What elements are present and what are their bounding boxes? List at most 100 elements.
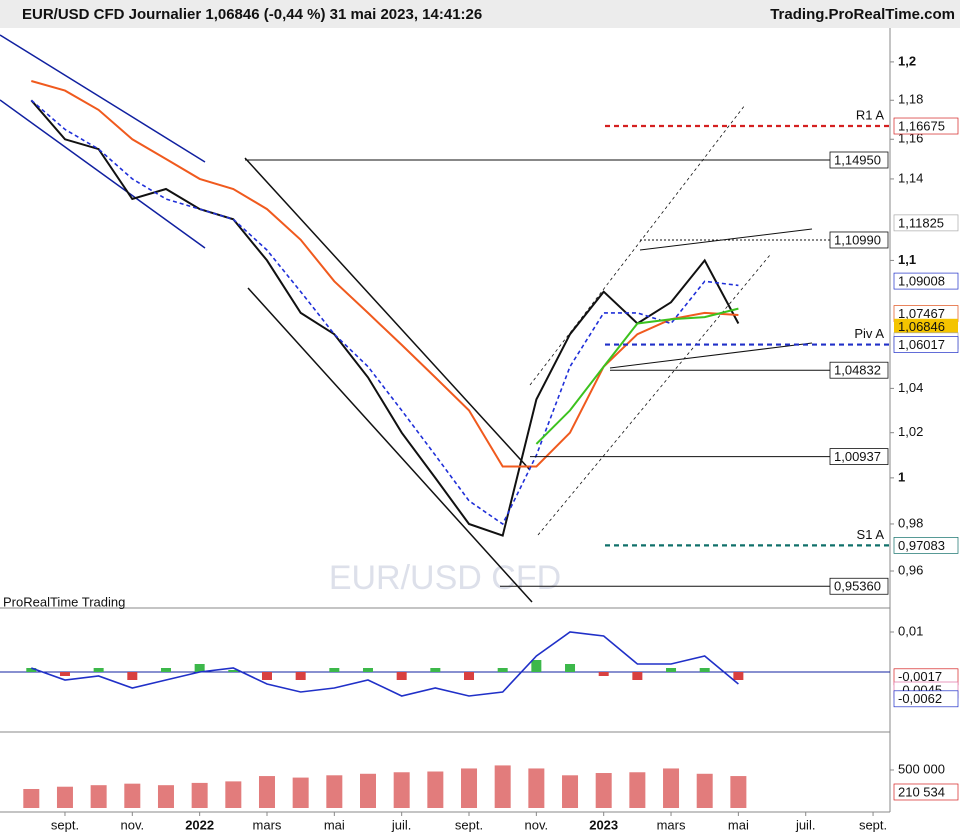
value-label: -0,0062 (898, 691, 942, 706)
price-line (31, 80, 739, 468)
value-label: 1,00937 (834, 449, 881, 464)
value-label-box (829, 448, 889, 465)
histogram-bar (261, 672, 272, 680)
x-tick-label: sept. (455, 817, 483, 832)
volume-bar (528, 768, 545, 808)
value-label-box (893, 272, 959, 290)
value-label-box (894, 318, 958, 335)
y-tick-label: 1,2 (898, 53, 916, 68)
y-tick-label: 1,04 (898, 380, 923, 395)
histogram-bar (733, 672, 744, 680)
x-tick-label: mars (657, 817, 686, 832)
volume-bar (427, 771, 444, 808)
x-tick-label: nov. (121, 817, 145, 832)
histogram-bar (329, 668, 340, 672)
volume-bar (124, 783, 141, 808)
x-tick-label: 2023 (589, 817, 618, 832)
value-label-box (893, 214, 959, 232)
y-tick-label: 1,16 (898, 131, 923, 146)
value-label-box (829, 577, 889, 595)
header-title: EUR/USD CFD Journalier 1,06846 (-0,44 %)… (22, 6, 482, 23)
histogram-bar (93, 668, 104, 672)
y-tick-label: 1 (898, 469, 905, 484)
x-tick-label: nov. (525, 817, 549, 832)
histogram-bar (59, 672, 70, 676)
value-label: 210 534 (898, 784, 945, 799)
panel-title: ProRealTime Trading (3, 594, 125, 609)
volume-bar (191, 782, 208, 808)
x-tick-label: juil. (391, 817, 412, 832)
value-label-box (829, 361, 889, 379)
x-tick-label: mai (728, 817, 749, 832)
histogram-bar (430, 668, 441, 672)
y-tick-label: 0,96 (898, 562, 923, 577)
y-tick-label: 1,14 (898, 170, 923, 185)
x-tick-label: sept. (859, 817, 887, 832)
value-label-box (893, 783, 959, 801)
histogram-bar (666, 668, 677, 672)
trend-lines (0, 34, 813, 603)
macd-line (31, 631, 739, 697)
volume-bar (157, 785, 174, 808)
header-bar (0, 0, 960, 28)
histogram-bar (160, 668, 171, 672)
y-tick-label: 1,1 (898, 252, 916, 267)
histogram-bar (363, 668, 373, 672)
value-label: 1,04832 (834, 363, 881, 378)
level-tag: Piv A (854, 326, 884, 341)
histogram-bar (127, 672, 138, 680)
x-tick-label: mai (324, 817, 345, 832)
histogram-bar (497, 668, 508, 672)
y-tick-label: 500 000 (898, 761, 945, 776)
value-label: 1,07467 (898, 306, 945, 321)
header-site: Trading.ProRealTime.com (770, 6, 955, 23)
value-label: 0,97083 (898, 538, 945, 553)
value-label: 1,16675 (898, 118, 945, 133)
histogram-bar (464, 672, 475, 680)
value-label: 1,14950 (834, 152, 881, 167)
value-label-box (829, 151, 889, 169)
volume-bar (23, 788, 40, 808)
y-tick-label: 1,02 (898, 424, 923, 439)
y-tick-label: 0,01 (898, 623, 923, 638)
value-label-box (893, 690, 959, 708)
volume-bar (225, 781, 242, 808)
value-label-box (893, 336, 959, 353)
value-label-box (829, 231, 889, 249)
volume-bar (258, 776, 275, 808)
volume-bar (90, 785, 107, 808)
volume-bar (393, 772, 410, 808)
volume-bar (562, 775, 579, 808)
histogram-bar (632, 672, 643, 680)
value-label: 1,06017 (898, 337, 945, 352)
x-tick-label: 2022 (185, 817, 214, 832)
value-label-box (893, 117, 959, 135)
price-line (535, 307, 739, 445)
y-tick-label: 1,18 (898, 92, 923, 107)
x-tick-label: mars (253, 817, 282, 832)
histogram-bar (228, 670, 239, 672)
volume-bar (696, 773, 713, 808)
x-tick-label: sept. (51, 817, 79, 832)
volume-bar (461, 768, 478, 808)
histogram-bar (699, 668, 710, 672)
value-label: 1,10990 (834, 232, 881, 247)
volume-bar (595, 773, 612, 808)
level-tag: R1 A (856, 107, 885, 122)
volume-bar (56, 786, 73, 808)
value-label: -0,0017 (898, 669, 942, 684)
volume-bar (292, 777, 309, 808)
histogram-bar (194, 664, 205, 672)
volume-bar (629, 772, 646, 808)
price-line (30, 99, 739, 526)
volume-bar (730, 776, 747, 808)
value-label: 1,09008 (898, 274, 945, 289)
histogram-bar (295, 672, 306, 680)
histogram-bar (598, 672, 609, 676)
volume-bar (360, 773, 376, 808)
watermark: EUR/USD CFD (329, 559, 561, 597)
histogram-bar (26, 668, 37, 672)
level-tag: S1 A (857, 527, 885, 542)
